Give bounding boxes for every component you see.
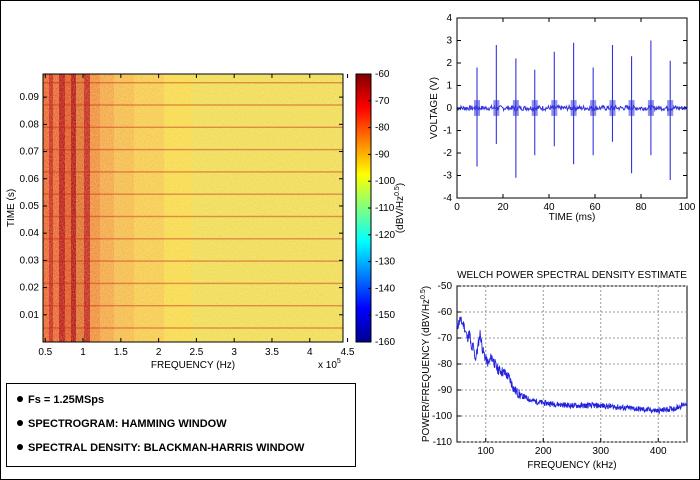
spectrogram-streak: [43, 282, 343, 285]
note-spectrogram-window: SPECTROGRAM: HAMMING WINDOW: [17, 418, 227, 430]
notes-box: Fs = 1.25MSps SPECTROGRAM: HAMMING WINDO…: [6, 383, 356, 467]
spectrogram-streak: [43, 327, 343, 329]
note-psd-window: SPECTRAL DENSITY: BLACKMAN-HARRIS WINDOW: [17, 442, 304, 454]
spectrogram-streak: [43, 215, 343, 218]
spectrogram-image: [43, 74, 343, 342]
colorbar-tick-label: -60: [375, 69, 390, 80]
colorbar-tick-label: -100: [375, 176, 395, 187]
spectrogram-streak: [43, 305, 343, 307]
spectrogram-xtick-label: 1: [80, 347, 86, 358]
spectrogram-ytick-label: 0.02: [20, 283, 40, 294]
colorbar-tick-label: -70: [375, 96, 390, 107]
spectrogram-ytick-label: 0.09: [20, 92, 40, 103]
spectrogram-xtick-label: 3: [231, 347, 237, 358]
spectrogram-ytick-label: 0.06: [20, 174, 40, 185]
spectrogram-streak: [43, 260, 343, 262]
note-text: Fs = 1.25MSps: [28, 394, 105, 406]
spectrogram-ytick-label: 0.05: [20, 201, 40, 212]
spectrogram-streak: [43, 126, 343, 128]
spectrogram-xtick-label: 0.5: [38, 347, 52, 358]
spectrogram-axes-box: [42, 73, 344, 343]
colorbar-tick-label: -90: [375, 149, 390, 160]
spectrogram-x-multiplier: x 105: [318, 358, 341, 371]
note-text: SPECTROGRAM: HAMMING WINDOW: [28, 418, 227, 430]
spectrogram-noise: [43, 74, 343, 342]
spectrogram-ytick-label: 0.04: [20, 228, 40, 239]
colorbar-tick-label: -110: [375, 203, 395, 214]
note-sample-rate: Fs = 1.25MSps: [17, 394, 104, 406]
spectrogram-xtick-label: 3.5: [265, 347, 279, 358]
bullet-icon: [17, 444, 23, 451]
spectrogram-ytick-label: 0.01: [20, 310, 40, 321]
spectrogram-streak: [43, 171, 343, 173]
colorbar-tick-label: -160: [375, 337, 395, 348]
bullet-icon: [17, 420, 23, 427]
spectrogram-ylabel: TIME (s): [6, 189, 17, 227]
spectrogram-xlabel: FREQUENCY (Hz): [151, 360, 235, 371]
spectrogram-streak: [43, 238, 343, 240]
spectrogram-streak: [43, 104, 343, 106]
colorbar-tick-label: -150: [375, 310, 395, 321]
colorbar-tick-label: -120: [375, 230, 395, 241]
spectrogram-ytick-label: 0.07: [20, 147, 40, 158]
colorbar-tick-label: -130: [375, 257, 395, 268]
spectrogram-axes: 0.01 0.02 0.03 0.04 0.05 0.06 0.07 0.08 0.09 0.5 1…: [20, 74, 355, 358]
colorbar-label: (dBV/Hz0.5): [394, 183, 406, 233]
spectrogram-ytick-label: 0.08: [20, 119, 40, 130]
spectrogram-streak: [43, 82, 343, 84]
spectrogram-ytick-label: 0.03: [20, 255, 40, 266]
spectrogram-streak: [43, 148, 343, 151]
spectrogram-streak: [43, 193, 343, 195]
bullet-icon: [17, 396, 23, 403]
spectrogram-xtick-label: 1.5: [114, 347, 128, 358]
spectrogram-xtick-label: 4: [307, 347, 313, 358]
note-text: SPECTRAL DENSITY: BLACKMAN-HARRIS WINDOW: [28, 442, 305, 454]
spectrogram-xtick-label: 2.5: [189, 347, 203, 358]
colorbar-tick-label: -140: [375, 283, 395, 294]
colorbar-axes: -60 -70 -80 -90 -100 -110 -120 -130 -140 -150 -160: [368, 69, 395, 348]
spectrogram-xtick-label: 4.5: [341, 347, 355, 358]
colorbar-tick-label: -80: [375, 123, 390, 134]
spectrogram-xtick-label: 2: [156, 347, 162, 358]
